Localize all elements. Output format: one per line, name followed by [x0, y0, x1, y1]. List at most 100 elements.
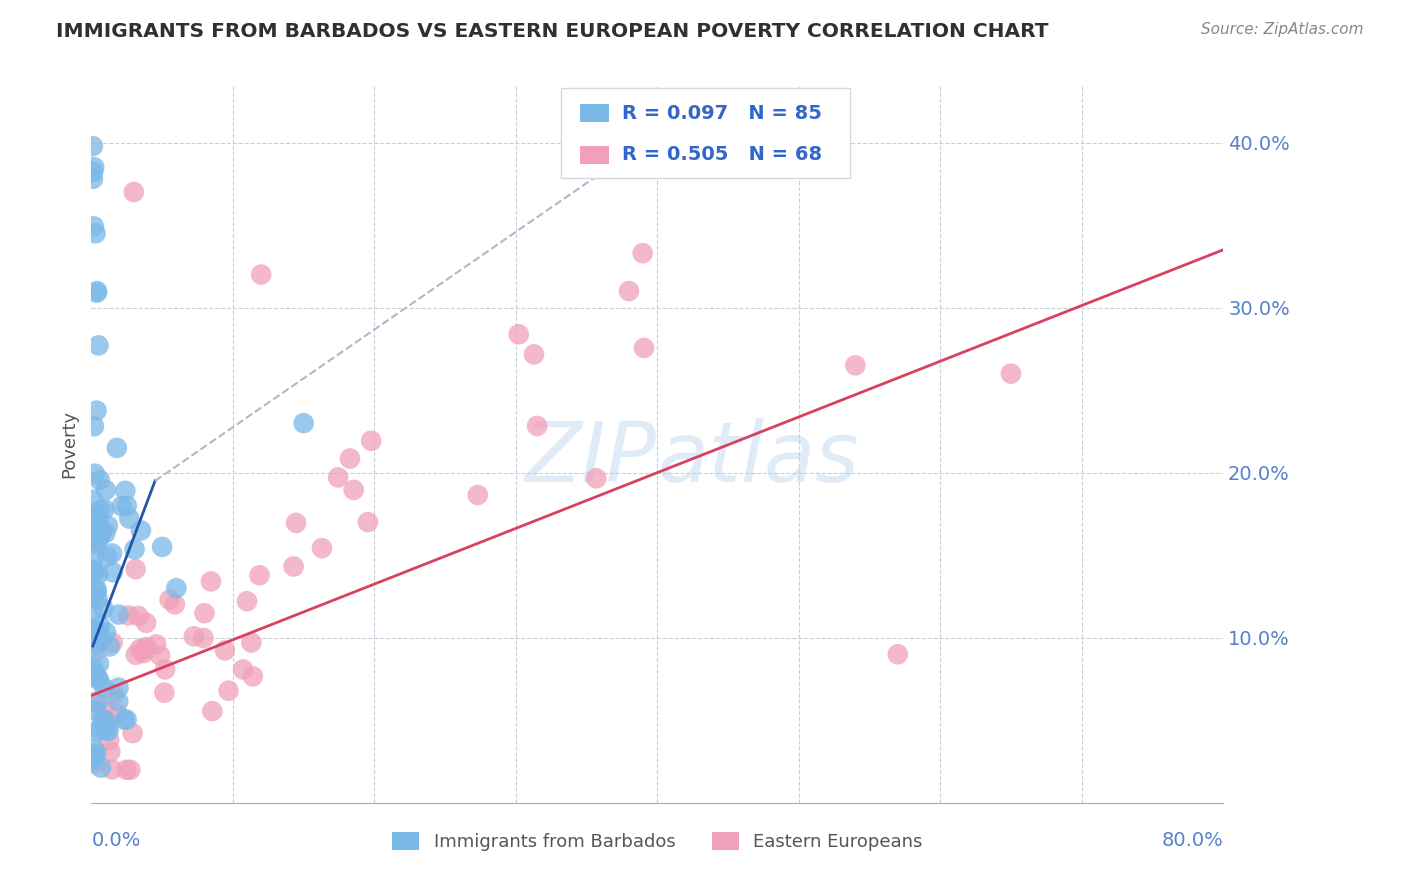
Immigrants from Barbados: [129, 524, 152, 538]
Immigrants from Barbados: [124, 542, 146, 557]
Eastern Europeans: [107, 707, 129, 722]
Eastern Europeans: [617, 284, 640, 298]
Immigrants from Barbados: [89, 502, 111, 516]
Immigrants from Barbados: [93, 719, 115, 733]
Immigrants from Barbados: [86, 584, 108, 599]
Text: Source: ZipAtlas.com: Source: ZipAtlas.com: [1201, 22, 1364, 37]
Immigrants from Barbados: [89, 526, 111, 541]
Eastern Europeans: [100, 745, 122, 759]
Text: 80.0%: 80.0%: [1161, 830, 1223, 850]
Eastern Europeans: [326, 470, 349, 484]
Immigrants from Barbados: [115, 713, 138, 727]
Immigrants from Barbados: [83, 742, 105, 756]
Immigrants from Barbados: [86, 696, 108, 710]
Eastern Europeans: [145, 637, 167, 651]
Immigrants from Barbados: [87, 567, 110, 582]
Eastern Europeans: [214, 643, 236, 657]
Immigrants from Barbados: [90, 761, 112, 775]
Eastern Europeans: [357, 515, 380, 529]
Immigrants from Barbados: [107, 694, 129, 708]
Immigrants from Barbados: [83, 626, 105, 640]
Eastern Europeans: [523, 347, 546, 361]
Immigrants from Barbados: [87, 625, 110, 640]
Eastern Europeans: [98, 733, 121, 747]
Eastern Europeans: [124, 562, 146, 576]
Immigrants from Barbados: [94, 681, 117, 696]
Eastern Europeans: [339, 451, 361, 466]
Immigrants from Barbados: [86, 508, 108, 523]
Eastern Europeans: [887, 647, 910, 661]
Eastern Europeans: [1000, 367, 1022, 381]
Eastern Europeans: [201, 704, 224, 718]
Eastern Europeans: [135, 640, 157, 654]
Immigrants from Barbados: [101, 565, 124, 579]
Eastern Europeans: [183, 629, 205, 643]
Eastern Europeans: [343, 483, 366, 497]
Text: IMMIGRANTS FROM BARBADOS VS EASTERN EUROPEAN POVERTY CORRELATION CHART: IMMIGRANTS FROM BARBADOS VS EASTERN EURO…: [56, 22, 1049, 41]
Eastern Europeans: [101, 635, 124, 649]
Eastern Europeans: [526, 419, 548, 434]
Eastern Europeans: [120, 763, 142, 777]
Y-axis label: Poverty: Poverty: [60, 409, 79, 478]
Immigrants from Barbados: [82, 513, 104, 527]
Immigrants from Barbados: [82, 172, 104, 186]
Immigrants from Barbados: [87, 523, 110, 537]
Immigrants from Barbados: [292, 416, 315, 430]
Eastern Europeans: [82, 589, 104, 603]
Eastern Europeans: [193, 606, 215, 620]
Eastern Europeans: [631, 246, 654, 260]
Immigrants from Barbados: [86, 747, 108, 761]
Immigrants from Barbados: [96, 549, 118, 564]
Immigrants from Barbados: [89, 530, 111, 544]
FancyBboxPatch shape: [561, 88, 849, 178]
Eastern Europeans: [103, 687, 125, 701]
Eastern Europeans: [285, 516, 308, 530]
Immigrants from Barbados: [98, 640, 121, 654]
Text: 0.0%: 0.0%: [91, 830, 141, 850]
Immigrants from Barbados: [97, 723, 120, 738]
Eastern Europeans: [132, 646, 155, 660]
Immigrants from Barbados: [87, 636, 110, 650]
Eastern Europeans: [129, 641, 152, 656]
Immigrants from Barbados: [82, 492, 104, 507]
Immigrants from Barbados: [82, 622, 104, 636]
Immigrants from Barbados: [82, 605, 104, 619]
Immigrants from Barbados: [86, 724, 108, 739]
Immigrants from Barbados: [97, 518, 120, 533]
Eastern Europeans: [127, 608, 149, 623]
Immigrants from Barbados: [86, 591, 108, 606]
Immigrants from Barbados: [86, 582, 108, 597]
Immigrants from Barbados: [165, 581, 187, 595]
Immigrants from Barbados: [83, 419, 105, 434]
Eastern Europeans: [149, 648, 172, 663]
Immigrants from Barbados: [93, 502, 115, 516]
Immigrants from Barbados: [89, 618, 111, 632]
Eastern Europeans: [134, 642, 156, 657]
Eastern Europeans: [121, 726, 143, 740]
Eastern Europeans: [83, 756, 105, 771]
FancyBboxPatch shape: [581, 104, 609, 122]
Immigrants from Barbados: [86, 285, 108, 300]
Legend: Immigrants from Barbados, Eastern Europeans: Immigrants from Barbados, Eastern Europe…: [385, 824, 929, 858]
Immigrants from Barbados: [93, 602, 115, 616]
Immigrants from Barbados: [86, 403, 108, 417]
Eastern Europeans: [360, 434, 382, 448]
Immigrants from Barbados: [84, 704, 107, 718]
Eastern Europeans: [250, 268, 273, 282]
Eastern Europeans: [633, 341, 655, 355]
Immigrants from Barbados: [114, 483, 136, 498]
Immigrants from Barbados: [84, 227, 107, 241]
Eastern Europeans: [94, 704, 117, 718]
Eastern Europeans: [218, 683, 240, 698]
Eastern Europeans: [311, 541, 333, 556]
Immigrants from Barbados: [82, 661, 104, 675]
Immigrants from Barbados: [84, 638, 107, 652]
Immigrants from Barbados: [105, 441, 128, 455]
Eastern Europeans: [236, 594, 259, 608]
Immigrants from Barbados: [90, 632, 112, 646]
Immigrants from Barbados: [82, 165, 104, 179]
Immigrants from Barbados: [83, 161, 105, 175]
Immigrants from Barbados: [87, 657, 110, 671]
Immigrants from Barbados: [91, 713, 114, 727]
Text: atlas: atlas: [657, 417, 859, 499]
